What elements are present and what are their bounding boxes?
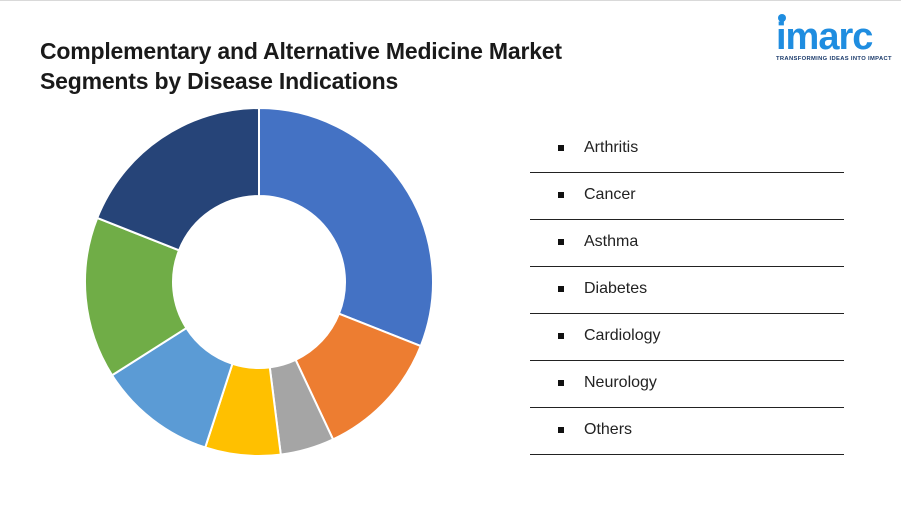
bullet-icon <box>558 427 564 433</box>
legend-item-cardiology: Cardiology <box>530 314 844 361</box>
donut-slice-others <box>95 106 260 252</box>
bullet-icon <box>558 192 564 198</box>
legend-label: Others <box>584 421 633 438</box>
bullet-icon <box>558 145 564 151</box>
legend-item-diabetes: Diabetes <box>530 267 844 314</box>
logo-tagline: TRANSFORMING IDEAS INTO IMPACT <box>776 56 892 62</box>
legend-label: Asthma <box>584 233 639 250</box>
chart-title-line-1: Complementary and Alternative Medicine M… <box>40 38 562 64</box>
legend-label: Arthritis <box>584 139 639 156</box>
legend-label: Cardiology <box>584 327 661 344</box>
bullet-icon <box>558 333 564 339</box>
legend-item-arthritis: Arthritis <box>530 126 844 173</box>
donut-chart <box>84 106 434 457</box>
chart-title-line-2: Segments by Disease Indications <box>40 68 399 94</box>
logo-wordmark: imarc <box>776 16 873 58</box>
chart-legend: Arthritis Cancer Asthma Diabetes Cardiology N… <box>530 126 844 455</box>
logo-dot-icon <box>778 14 786 22</box>
legend-item-cancer: Cancer <box>530 173 844 220</box>
top-divider <box>0 0 901 1</box>
legend-label: Diabetes <box>584 280 648 297</box>
legend-label: Neurology <box>584 374 657 391</box>
bullet-icon <box>558 286 564 292</box>
legend-item-neurology: Neurology <box>530 361 844 408</box>
bullet-icon <box>558 239 564 245</box>
legend-item-others: Others <box>530 408 844 455</box>
legend-item-asthma: Asthma <box>530 220 844 267</box>
donut-slice-arthritis <box>258 106 434 348</box>
legend-label: Cancer <box>584 186 636 203</box>
bullet-icon <box>558 380 564 386</box>
imarc-logo: imarc TRANSFORMING IDEAS INTO IMPACT <box>776 14 894 64</box>
chart-title: Complementary and Alternative Medicine M… <box>40 36 700 96</box>
